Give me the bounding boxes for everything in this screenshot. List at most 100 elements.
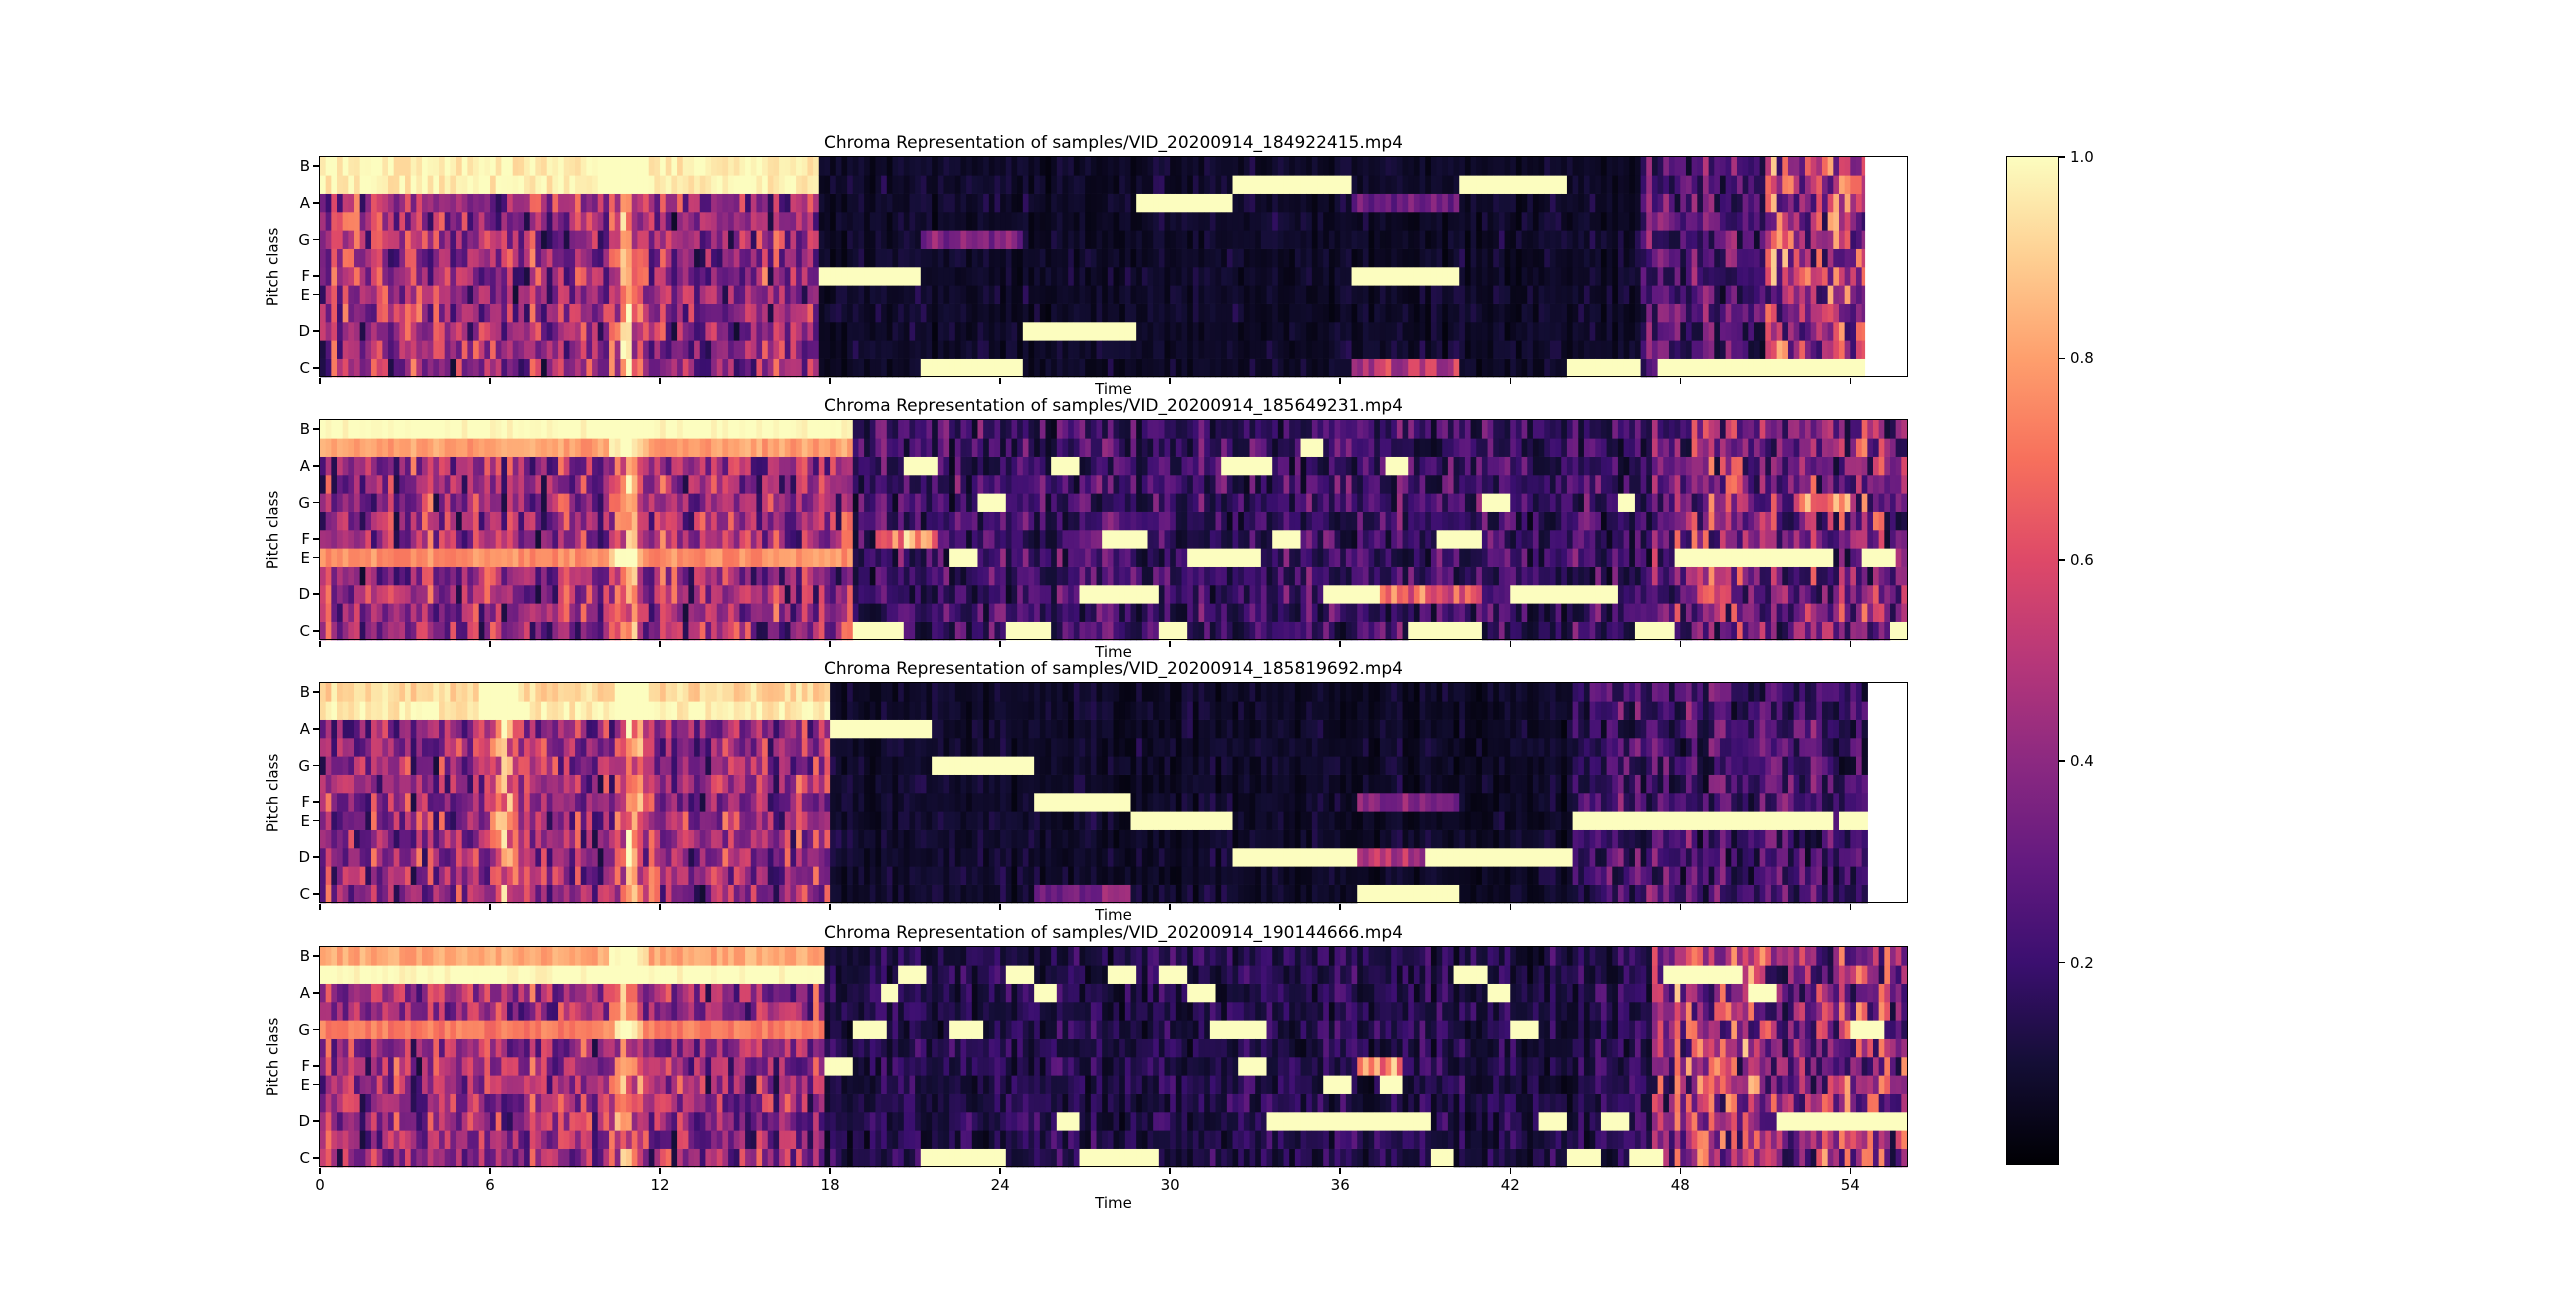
heatmap-cell <box>1770 230 1778 249</box>
heatmap-cell <box>348 303 355 323</box>
heatmap-cell <box>722 585 729 604</box>
heatmap-cell <box>1498 212 1506 231</box>
heatmap-cell <box>450 248 457 268</box>
heatmap-cell <box>926 603 933 622</box>
heatmap-cell <box>1328 212 1336 231</box>
heatmap-cell <box>1408 358 1415 378</box>
heatmap-cell <box>1192 322 1200 341</box>
heatmap-cell <box>994 157 1001 176</box>
heatmap-cell <box>467 358 474 378</box>
heatmap-cell <box>864 548 871 567</box>
heatmap-cell <box>1000 230 1007 249</box>
heatmap-cell <box>892 157 899 176</box>
heatmap-cell <box>1102 248 1109 268</box>
heatmap-cell <box>563 511 570 531</box>
heatmap-cell <box>750 566 758 586</box>
heatmap-cell <box>1221 340 1228 359</box>
heatmap-cell <box>824 548 831 567</box>
heatmap-cell <box>1102 621 1109 641</box>
heatmap-cell <box>1374 157 1381 176</box>
heatmap-cell <box>1073 322 1081 341</box>
heatmap-cell <box>490 303 497 323</box>
heatmap-cell <box>886 303 894 323</box>
heatmap-cell <box>1181 175 1188 194</box>
heatmap-cell <box>484 322 491 341</box>
heatmap-cell <box>841 603 848 622</box>
heatmap-cell <box>994 566 1001 586</box>
heatmap-cell <box>1623 175 1630 194</box>
heatmap-cell <box>694 303 701 323</box>
heatmap-cell <box>869 157 877 176</box>
heatmap-cell <box>1090 340 1098 359</box>
heatmap-cell <box>1232 322 1239 341</box>
heatmap-cell <box>954 566 962 586</box>
heatmap-cell <box>722 530 729 549</box>
heatmap-cell <box>592 603 599 622</box>
heatmap-cell <box>1385 267 1392 286</box>
heatmap-cell <box>422 248 429 268</box>
heatmap-cell <box>1062 157 1069 176</box>
heatmap-cell <box>467 157 474 176</box>
heatmap-cell <box>518 603 525 622</box>
heatmap-cell <box>405 340 412 359</box>
heatmap-cell <box>1555 212 1562 231</box>
heatmap-cell <box>716 548 724 567</box>
heatmap-cell <box>1306 285 1313 304</box>
heatmap-cell <box>694 157 701 176</box>
heatmap-cell <box>1085 493 1092 512</box>
heatmap-cell <box>779 511 786 531</box>
heatmap-cell <box>977 322 984 341</box>
heatmap-cell <box>518 475 525 494</box>
heatmap-cell <box>643 621 650 641</box>
heatmap-cell <box>694 267 701 286</box>
heatmap-cell <box>1555 248 1562 268</box>
heatmap-cell <box>762 267 769 286</box>
heatmap-cell <box>592 585 599 604</box>
heatmap-cell <box>864 621 871 641</box>
heatmap-cell <box>677 511 684 531</box>
heatmap-cell <box>1153 212 1160 231</box>
heatmap-cell <box>875 285 882 304</box>
heatmap-cell <box>1340 193 1347 213</box>
heatmap-cell <box>677 248 684 268</box>
heatmap-cell <box>558 193 565 213</box>
heatmap-cell <box>365 511 372 531</box>
heatmap-cell <box>495 585 502 604</box>
heatmap-cell <box>654 285 661 304</box>
heatmap-cell <box>1221 248 1228 268</box>
heatmap-cell <box>1634 248 1642 268</box>
heatmap-cell <box>1850 358 1857 378</box>
heatmap-cell <box>949 303 956 323</box>
heatmap-cell <box>575 511 582 531</box>
heatmap-cell <box>1561 230 1568 249</box>
heatmap-cell <box>660 548 667 567</box>
heatmap-cell <box>903 511 911 531</box>
heatmap-cell <box>1646 193 1653 213</box>
heatmap-cell <box>427 340 434 359</box>
heatmap-cell <box>546 212 553 231</box>
heatmap-cell <box>1051 585 1058 604</box>
heatmap-cell <box>660 438 667 457</box>
heatmap-cell <box>1096 420 1103 439</box>
heatmap-cell <box>750 420 758 439</box>
heatmap-cell <box>1170 193 1177 213</box>
heatmap-cell <box>688 230 695 249</box>
heatmap-cell <box>1187 303 1194 323</box>
heatmap-cell <box>903 175 911 194</box>
heatmap-cell <box>1119 157 1126 176</box>
heatmap-cell <box>1005 212 1013 231</box>
heatmap-cell <box>558 175 565 194</box>
heatmap-cell <box>354 230 361 249</box>
heatmap-cell <box>937 456 945 476</box>
heatmap-cell <box>688 530 695 549</box>
heatmap-cell <box>320 212 327 231</box>
heatmap-cell <box>784 456 792 476</box>
heatmap-cell <box>954 530 962 549</box>
heatmap-cell <box>342 603 349 622</box>
heatmap-cell <box>1702 230 1710 249</box>
heatmap-cell <box>694 358 701 378</box>
heatmap-cell <box>1697 303 1704 323</box>
heatmap-cell <box>535 230 542 249</box>
heatmap-cell <box>1011 358 1018 378</box>
heatmap-cell <box>864 212 871 231</box>
